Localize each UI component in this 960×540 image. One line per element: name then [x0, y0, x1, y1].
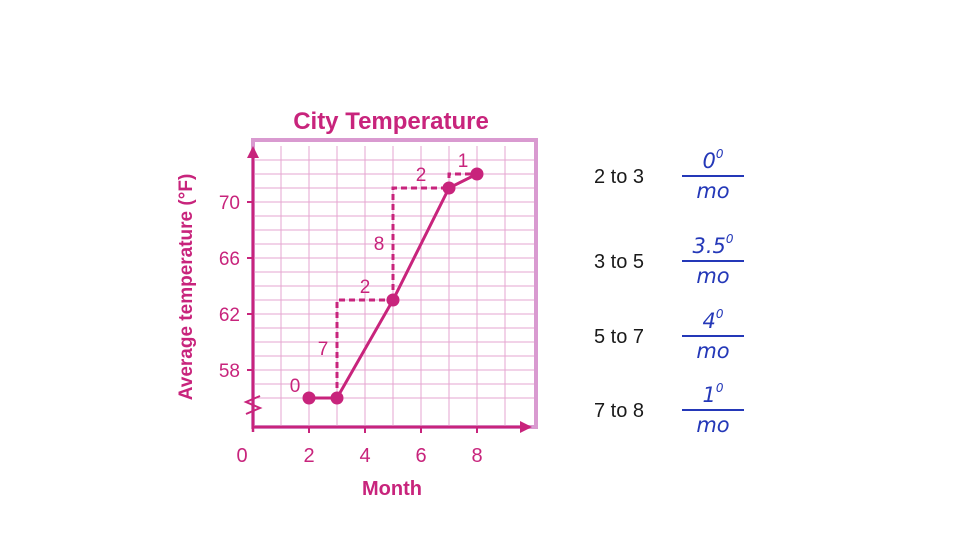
x-axis-label: Month	[362, 478, 422, 500]
rate-denominator: mo	[696, 263, 730, 288]
degree-mark: 0	[715, 147, 724, 161]
x-tick-label: 2	[303, 445, 314, 467]
rate-numerator-value: 1	[702, 383, 716, 407]
x-axis-arrow	[520, 421, 532, 433]
x-tick-label: 0	[236, 445, 247, 467]
degree-mark: 0	[715, 381, 724, 395]
data-point	[386, 293, 400, 307]
degree-mark: 0	[725, 232, 734, 246]
rate-fraction: 3.50 mo	[678, 229, 748, 288]
rate-denominator: mo	[696, 412, 730, 437]
fraction-bar	[682, 409, 744, 411]
run-label: 1	[458, 151, 469, 172]
rise-label: 7	[318, 339, 329, 360]
data-point	[442, 181, 456, 195]
y-tick-label: 58	[219, 361, 240, 382]
x-tick-label: 8	[471, 445, 482, 467]
fraction-bar	[682, 335, 744, 337]
rate-numerator: 10	[678, 378, 748, 407]
x-tick-label: 6	[415, 445, 426, 467]
rate-fraction: 40 mo	[678, 304, 748, 363]
rate-numerator-value: 4	[702, 309, 716, 333]
run-label: 2	[360, 277, 371, 298]
data-point	[330, 391, 344, 405]
run-label: 2	[416, 165, 427, 186]
rate-numerator: 3.50	[678, 229, 748, 258]
rate-numerator: 00	[678, 144, 748, 173]
rate-numerator-value: 3.5	[692, 234, 726, 258]
fraction-bar	[682, 175, 744, 177]
chart-axes	[243, 146, 532, 433]
step-path	[335, 298, 393, 398]
rate-denominator: mo	[696, 338, 730, 363]
fraction-bar	[682, 260, 744, 262]
data-point	[470, 167, 484, 181]
y-tick-label: 70	[219, 193, 240, 214]
rate-fraction: 10 mo	[678, 378, 748, 437]
rate-interval-label: 7 to 8	[594, 400, 645, 422]
rate-numerator: 40	[678, 304, 748, 333]
y-axis-break	[243, 395, 263, 415]
x-tick-label: 4	[359, 445, 370, 467]
y-axis-arrow	[247, 146, 259, 158]
step-path	[391, 186, 449, 300]
rate-interval-label: 2 to 3	[594, 166, 645, 188]
rate-interval-label: 3 to 5	[594, 251, 645, 273]
rise-label: 8	[374, 234, 385, 255]
data-point	[302, 391, 316, 405]
degree-mark: 0	[715, 307, 724, 321]
rise-label: 0	[290, 376, 301, 397]
y-axis-label: Average temperature (°F)	[176, 174, 197, 401]
rate-interval-label: 5 to 7	[594, 326, 645, 348]
chart-title: City Temperature	[293, 108, 489, 135]
rate-denominator: mo	[696, 178, 730, 203]
rate-numerator-value: 0	[702, 149, 716, 173]
y-tick-label: 66	[219, 249, 240, 270]
rate-fraction: 00 mo	[678, 144, 748, 203]
y-tick-label: 62	[219, 305, 240, 326]
